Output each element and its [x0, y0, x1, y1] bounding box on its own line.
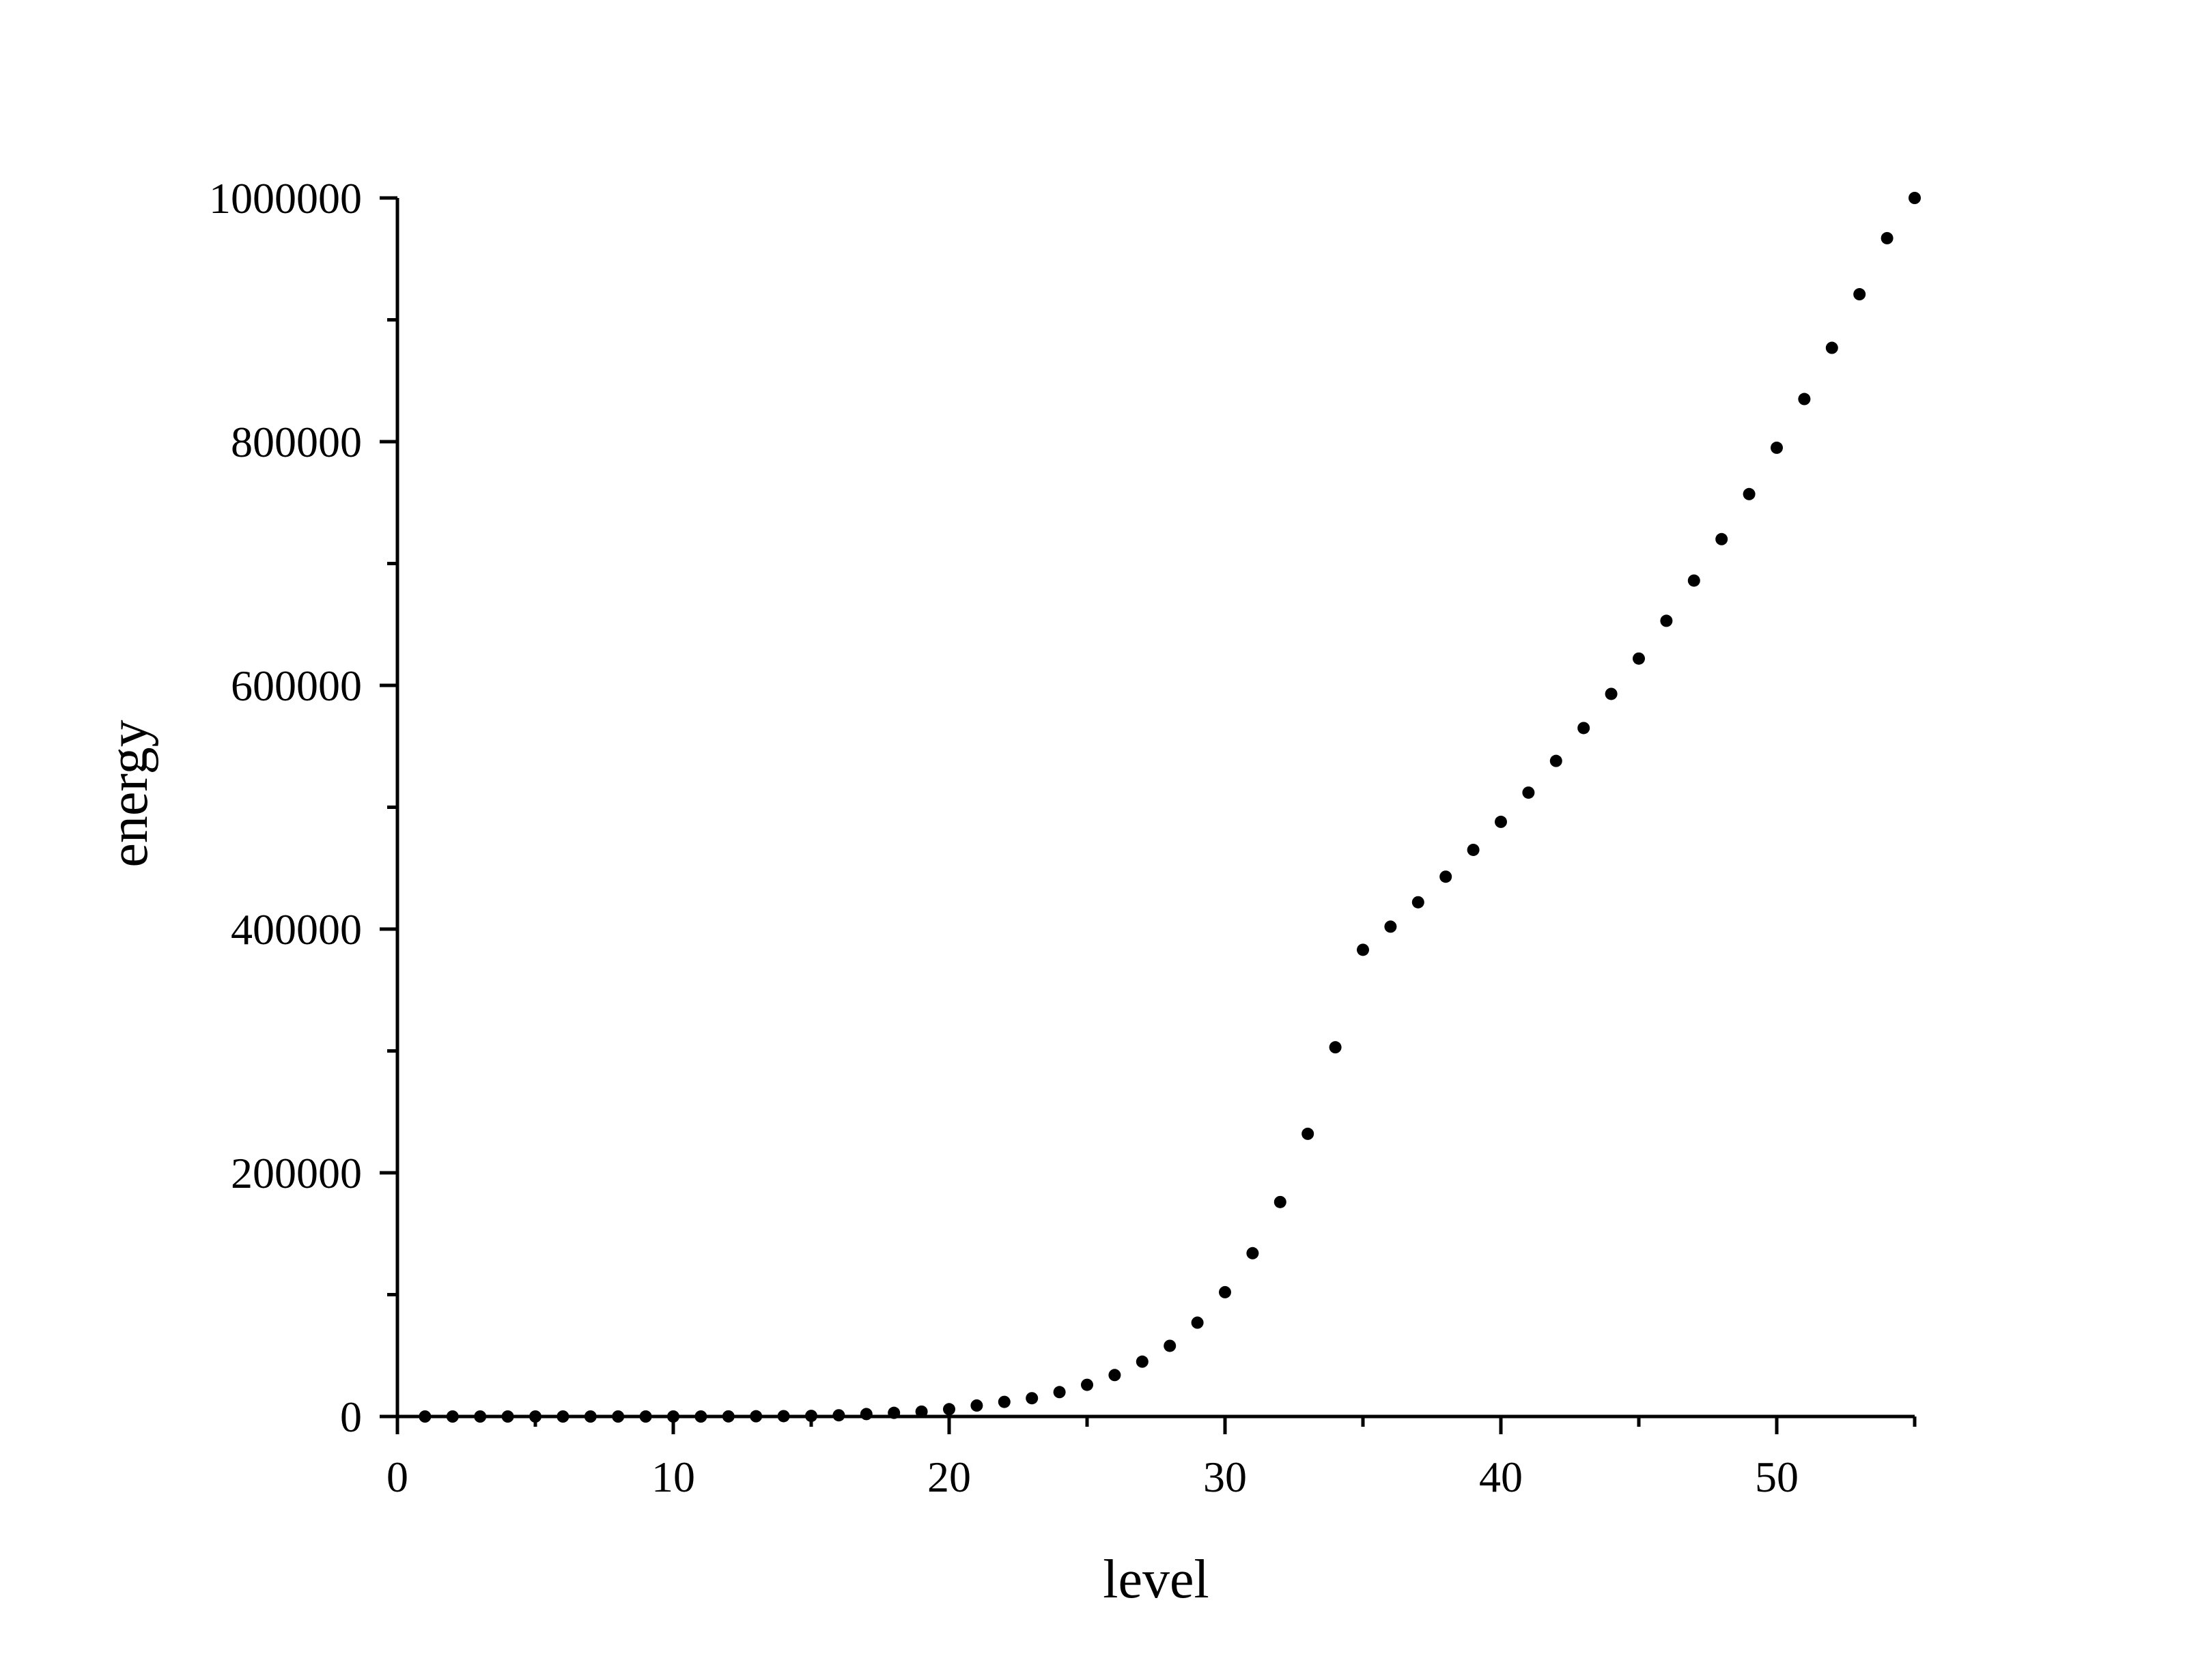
data-point	[584, 1410, 597, 1423]
data-point	[1108, 1369, 1121, 1382]
data-point	[1411, 896, 1424, 909]
y-tick-label: 800000	[231, 418, 362, 466]
data-point	[832, 1409, 845, 1422]
data-point	[1798, 393, 1811, 405]
data-point	[1853, 288, 1866, 301]
data-point	[639, 1410, 652, 1423]
data-point	[1909, 192, 1921, 204]
tick-labels: 0 10 20 30 40 50 0 200000 400000 600000 800000 1000…	[209, 174, 1799, 1501]
x-tick-label: 20	[927, 1453, 971, 1501]
data-point	[1660, 614, 1673, 627]
data-point	[557, 1410, 569, 1423]
data-point	[501, 1410, 514, 1423]
data-point	[722, 1410, 735, 1423]
data-point	[1577, 722, 1590, 735]
data-point	[694, 1410, 707, 1423]
data-point	[1825, 341, 1838, 354]
data-point	[1467, 843, 1480, 856]
data-point	[1246, 1247, 1259, 1259]
data-point	[1301, 1127, 1314, 1140]
data-point	[805, 1410, 817, 1423]
data-point	[1357, 943, 1369, 956]
data-point	[1881, 231, 1894, 244]
data-point	[1273, 1195, 1286, 1208]
y-axis-title: energy	[99, 720, 159, 867]
data-point	[1771, 441, 1783, 454]
ticks	[380, 196, 1917, 1434]
axes	[395, 198, 1915, 1419]
data-point	[474, 1410, 487, 1423]
data-point	[1136, 1355, 1149, 1368]
y-tick-label: 1000000	[209, 174, 362, 223]
data-point	[1549, 754, 1562, 767]
y-tick-label: 0	[340, 1393, 362, 1441]
data-point	[943, 1403, 955, 1416]
data-point	[998, 1395, 1011, 1408]
data-point	[1687, 574, 1700, 587]
data-point	[419, 1410, 432, 1423]
x-tick-label: 10	[651, 1453, 695, 1501]
x-tick-label: 50	[1755, 1453, 1799, 1501]
data-point	[667, 1410, 679, 1423]
data-point	[1495, 815, 1507, 828]
data-point	[915, 1405, 928, 1418]
data-point	[750, 1410, 763, 1423]
data-point	[1715, 532, 1728, 545]
data-point	[1633, 652, 1645, 665]
data-point	[1164, 1339, 1177, 1352]
data-point	[446, 1410, 459, 1423]
data-point	[1053, 1386, 1066, 1399]
data-point	[860, 1408, 873, 1421]
y-tick-label: 600000	[231, 661, 362, 710]
data-point	[1439, 870, 1452, 883]
x-tick-label: 40	[1479, 1453, 1523, 1501]
data-point	[1522, 786, 1535, 799]
data-point	[1026, 1392, 1039, 1405]
y-tick-label: 200000	[231, 1149, 362, 1197]
data-point	[529, 1410, 541, 1423]
data-point	[777, 1410, 790, 1423]
data-point	[1219, 1285, 1231, 1298]
x-tick-label: 30	[1203, 1453, 1247, 1501]
data-point	[970, 1399, 983, 1412]
data-point	[1081, 1378, 1093, 1391]
data-point	[1384, 920, 1397, 933]
x-axis-title: level	[1103, 1550, 1209, 1610]
data-points	[419, 192, 1921, 1423]
data-point	[1743, 487, 1756, 500]
data-point	[888, 1406, 901, 1419]
data-point	[1605, 687, 1618, 700]
y-tick-label: 400000	[231, 905, 362, 954]
data-point	[1191, 1316, 1204, 1329]
x-tick-label: 0	[386, 1453, 408, 1501]
data-point	[1329, 1041, 1342, 1054]
data-point	[612, 1410, 625, 1423]
